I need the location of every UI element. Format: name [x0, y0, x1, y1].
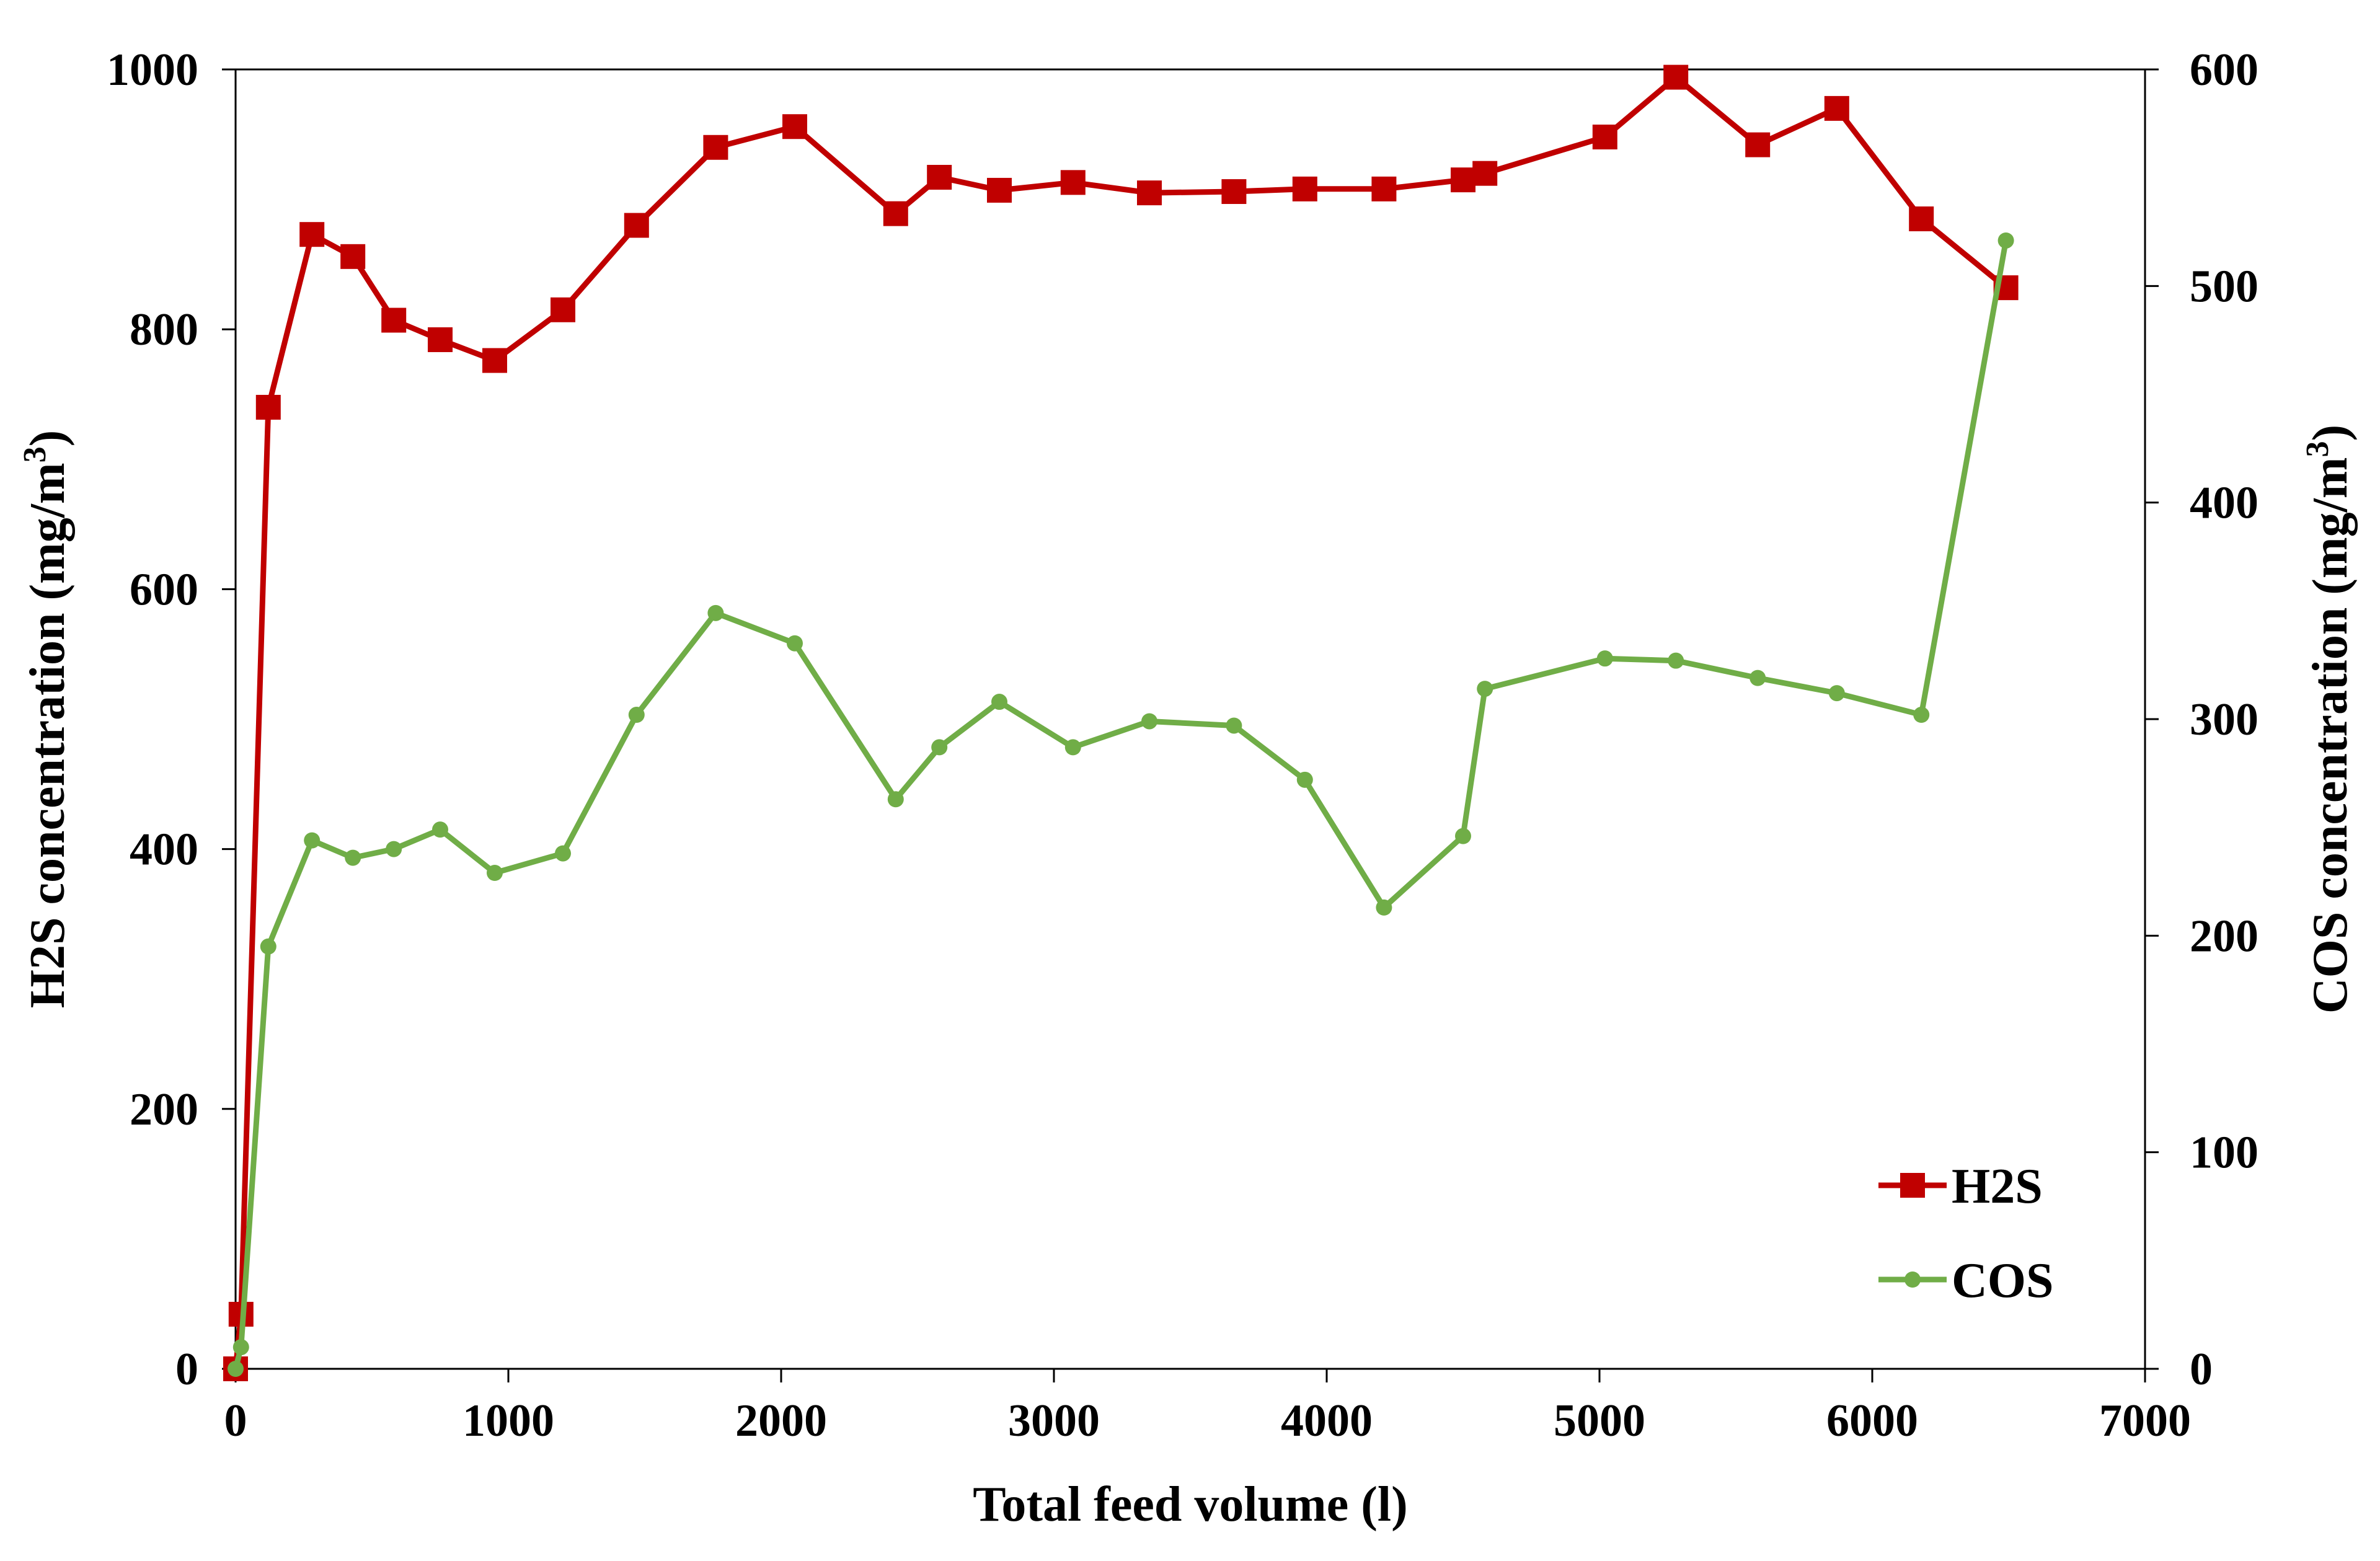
x-tick-label: 2000 [735, 1395, 827, 1446]
h2s-point [299, 222, 325, 247]
cos-point [1913, 707, 1930, 723]
y-right-tick-label: 200 [2190, 911, 2258, 962]
y-left-tick-label: 1000 [107, 45, 198, 95]
cos-point [1455, 828, 1471, 844]
y-axis-right-title-close: ) [2303, 425, 2358, 441]
cos-point [1828, 685, 1845, 702]
cos-point [931, 739, 948, 756]
h2s-point [482, 348, 507, 373]
h2s-point [1745, 132, 1771, 157]
cos-point [1750, 670, 1766, 686]
h2s-point [1909, 206, 1934, 232]
h2s-point [1451, 167, 1475, 193]
y-right-tick-label: 0 [2190, 1344, 2213, 1395]
cos-point [1997, 232, 2014, 249]
x-tick-label: 0 [224, 1395, 247, 1446]
h2s-point [703, 135, 728, 160]
x-tick-label: 3000 [1008, 1395, 1100, 1446]
y-right-tick-label: 100 [2190, 1128, 2258, 1178]
x-tick-label: 6000 [1826, 1395, 1918, 1446]
cos-legend-label: COS [1952, 1254, 2054, 1308]
x-axis-title: Total feed volume (l) [973, 1477, 1407, 1532]
y-right-tick-label: 300 [2190, 694, 2258, 745]
legend: H2S COS [1878, 1159, 2054, 1308]
y-left-tick-label: 400 [130, 825, 198, 875]
cos-point [228, 1361, 244, 1377]
h2s-point [927, 164, 952, 190]
cos-point [555, 845, 571, 862]
h2s-point [551, 297, 575, 322]
h2s-point [340, 244, 366, 269]
cos-point [345, 849, 361, 866]
y-left-tick-label: 200 [130, 1084, 198, 1135]
x-tick-label: 1000 [462, 1395, 554, 1446]
cos-point [487, 865, 503, 882]
cos-point [991, 694, 1007, 710]
cos-point [628, 707, 645, 723]
cos-point [1477, 681, 1493, 697]
cos-point [260, 938, 276, 955]
cos-point [432, 821, 448, 838]
h2s-series-line [232, 74, 2008, 1369]
y-axis-right-title-superscript: 3 [2300, 441, 2335, 457]
y-axis-left-title-close: ) [20, 430, 75, 447]
y-left-tick-label: 800 [130, 304, 198, 355]
cos-point [1226, 717, 1242, 734]
h2s-point [1824, 95, 1849, 121]
y-axis-left-title-main: H2S concentration (mg/m [20, 462, 75, 1008]
h2s-point [1371, 176, 1397, 201]
h2s-point [1292, 176, 1317, 201]
cos-point [707, 604, 724, 621]
h2s-point [1221, 179, 1247, 205]
x-tick-label: 5000 [1554, 1395, 1645, 1446]
cos-point [1668, 652, 1684, 669]
y-axis-left-title-superscript: 3 [17, 446, 53, 462]
cos-point [304, 832, 321, 849]
cos-point [1141, 713, 1157, 730]
h2s-point [782, 114, 807, 139]
y-axis-left-title: H2S concentration (mg/m3) [17, 430, 75, 1009]
cos-point [1596, 650, 1613, 667]
cos-legend-marker [1904, 1271, 1921, 1288]
cos-point [1376, 899, 1392, 916]
cos-point [1064, 739, 1081, 756]
y-right-tick-label: 600 [2190, 45, 2258, 95]
series-layer [223, 64, 2019, 1381]
y-right-tick-label: 500 [2190, 261, 2258, 312]
h2s-point [987, 177, 1012, 203]
y-right-tick-label: 400 [2190, 478, 2258, 529]
y-axis-right-title-text: COS concentration (mg/m3) [2300, 425, 2358, 1014]
y-left-tick-label: 600 [130, 564, 198, 615]
h2s-point [883, 201, 908, 226]
cos-series-line [232, 240, 2009, 1370]
cos-point [787, 635, 803, 652]
x-tick-label: 7000 [2099, 1395, 2191, 1446]
h2s-point [381, 307, 407, 333]
y-axis-right-title: COS concentration (mg/m3) [2300, 425, 2358, 1014]
h2s-point [255, 394, 281, 420]
cos-point [887, 791, 904, 808]
cos-point [232, 1339, 249, 1356]
h2s-legend-label: H2S [1952, 1159, 2043, 1214]
y-left-tick-label: 0 [175, 1344, 198, 1395]
h2s-point [1472, 161, 1498, 186]
h2s-point [428, 327, 453, 352]
cos-point [1296, 771, 1313, 788]
h2s-point [624, 213, 649, 238]
labels-layer: 0 1000 2000 3000 4000 5000 6000 700002004006008… [17, 45, 2358, 1532]
y-axis-left-title-text: H2S concentration (mg/m3) [17, 430, 75, 1009]
h2s-legend-marker [1900, 1173, 1925, 1198]
h2s-point [1137, 180, 1162, 206]
h2s-point [1060, 170, 1086, 195]
cos-point [386, 841, 402, 857]
x-tick-label: 4000 [1281, 1395, 1373, 1446]
h2s-point [1663, 64, 1689, 90]
h2s-point [1592, 124, 1617, 149]
y-axis-right-title-main: COS concentration (mg/m [2303, 457, 2358, 1014]
